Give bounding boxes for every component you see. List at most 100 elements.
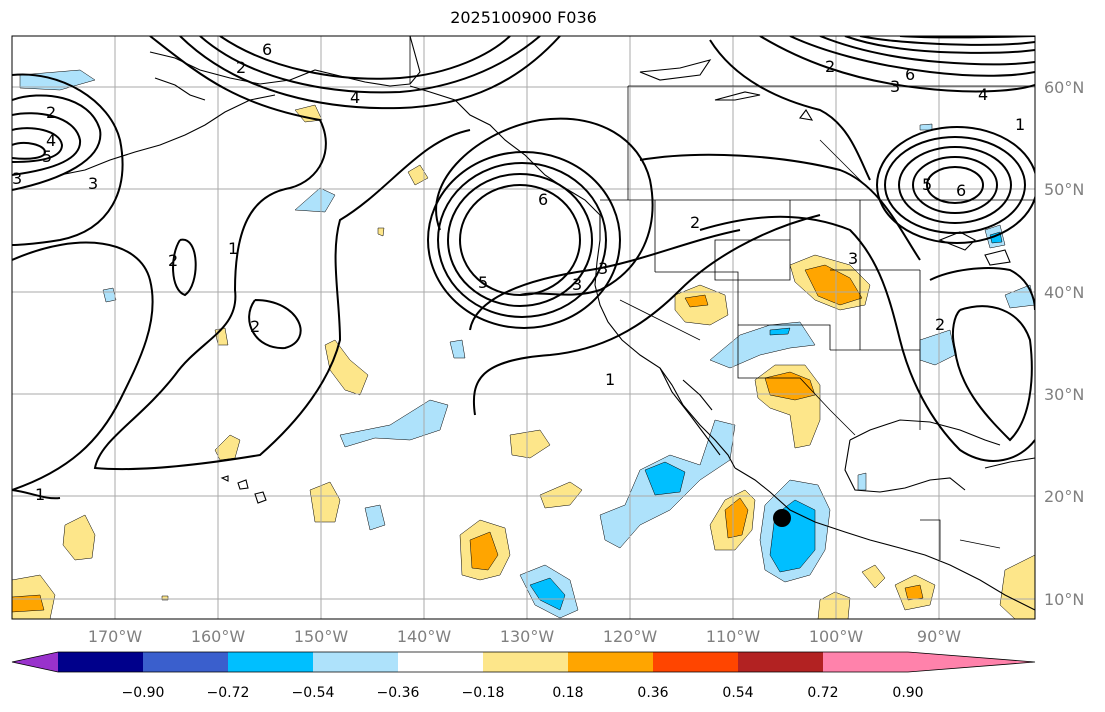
colorbar-tick-label: 0.72 xyxy=(807,685,838,701)
positive-anomaly-region xyxy=(309,481,341,523)
negative-anomaly-core xyxy=(769,327,791,336)
contour-label: 3 xyxy=(12,169,22,188)
colorbar-tick-label: −0.90 xyxy=(122,685,165,701)
lon-label: 170°W xyxy=(88,627,143,646)
negative-anomaly-region xyxy=(919,123,933,131)
negative-anomaly-region xyxy=(294,187,336,213)
contour-label: 2 xyxy=(690,213,700,232)
map-frame xyxy=(11,35,1036,620)
lon-label: 140°W xyxy=(397,627,452,646)
contour-label: 3 xyxy=(572,275,582,294)
positive-anomaly-core xyxy=(724,497,749,539)
negative-anomaly-region xyxy=(449,339,466,359)
contour-label: 1 xyxy=(1015,115,1025,134)
contour-label: 2 xyxy=(935,315,945,334)
contour-label: 3 xyxy=(598,259,608,278)
contour-label: 2 xyxy=(825,57,835,76)
contour-label: 5 xyxy=(478,273,488,292)
lat-label: 10°N xyxy=(1044,590,1084,609)
colorbar-segment xyxy=(738,652,823,672)
contour-label: 2 xyxy=(250,317,260,336)
colorbar-ticks: −0.90 −0.72 −0.54 −0.36 −0.18 0.18 0.36 … xyxy=(122,685,924,701)
contour-label: 6 xyxy=(538,190,548,209)
positive-anomaly-core xyxy=(804,264,863,306)
positive-anomaly-core xyxy=(684,294,709,308)
latitude-labels: 60°N 50°N 40°N 30°N 20°N 10°N xyxy=(1044,78,1084,609)
lat-label: 60°N xyxy=(1044,78,1084,97)
positive-anomaly-region xyxy=(62,514,96,561)
lon-label: 150°W xyxy=(294,627,349,646)
contour-label: 4 xyxy=(46,131,56,150)
positive-anomaly-region xyxy=(214,434,241,461)
negative-anomaly-region xyxy=(339,399,449,448)
lon-label: 90°W xyxy=(917,627,961,646)
colorbar-segment xyxy=(568,652,653,672)
positive-anomaly-region xyxy=(861,564,886,589)
lon-label: 160°W xyxy=(191,627,246,646)
lat-label: 30°N xyxy=(1044,385,1084,404)
contour-label: 5 xyxy=(42,147,52,166)
contour-label: 2 xyxy=(236,58,246,77)
positive-anomaly-core xyxy=(904,584,924,601)
colorbar-extend-right xyxy=(908,652,1035,672)
contour-lines xyxy=(12,36,1035,500)
positive-anomaly-core xyxy=(12,594,45,613)
colorbar-tick-label: 0.54 xyxy=(722,685,753,701)
contour-label: 3 xyxy=(890,77,900,96)
contour-label: 4 xyxy=(350,88,360,107)
lat-label: 50°N xyxy=(1044,180,1084,199)
colorbar-tick-label: 0.90 xyxy=(892,685,923,701)
negative-anomaly-core xyxy=(644,461,686,496)
colorbar-segment xyxy=(58,652,143,672)
positive-anomaly-core xyxy=(764,371,816,401)
contour-label: 4 xyxy=(978,85,988,104)
colorbar-segment xyxy=(483,652,568,672)
positive-anomaly-region xyxy=(377,227,385,237)
graticule xyxy=(12,36,1035,619)
negative-anomaly-region xyxy=(857,472,867,491)
colorbar-segment xyxy=(823,652,908,672)
negative-anomaly-region xyxy=(364,504,386,531)
positive-anomaly-region xyxy=(294,104,323,123)
colorbar-tick-label: −0.36 xyxy=(377,685,420,701)
contour-label: 6 xyxy=(905,65,915,84)
positive-anomaly-core xyxy=(469,531,499,571)
colorbar-segment xyxy=(228,652,313,672)
colorbar-tick-label: 0.36 xyxy=(637,685,668,701)
contour-label: 2 xyxy=(46,103,56,122)
contour-label: 6 xyxy=(262,40,272,59)
lon-label: 110°W xyxy=(706,627,761,646)
positive-anomaly-region xyxy=(509,429,551,459)
negative-anomaly-region xyxy=(709,321,816,369)
negative-anomaly-region xyxy=(1004,284,1035,309)
colorbar-tick-label: −0.54 xyxy=(292,685,335,701)
colorbar-extend-left xyxy=(12,652,58,672)
colorbar-segment xyxy=(143,652,228,672)
negative-anomaly-core xyxy=(529,577,566,611)
storm-center-marker xyxy=(773,509,791,527)
colorbar-segment xyxy=(653,652,738,672)
contour-label: 2 xyxy=(168,251,178,270)
longitude-labels: 170°W 160°W 150°W 140°W 130°W 120°W 110°… xyxy=(88,627,961,646)
contour-labels: 6 2 4 2 4 3 5 3 1 2 2 1 6 5 3 3 2 1 1 2 … xyxy=(12,40,1025,504)
contour-label: 5 xyxy=(922,175,932,194)
colorbar-segment xyxy=(313,652,398,672)
positive-anomaly-region xyxy=(539,481,583,509)
colorbar-tick-label: −0.18 xyxy=(462,685,505,701)
contour-label: 3 xyxy=(88,174,98,193)
contour-label: 3 xyxy=(848,249,858,268)
contour-label: 1 xyxy=(228,239,238,258)
colorbar-tick-label: 0.18 xyxy=(552,685,583,701)
colorbar-segment xyxy=(398,652,483,672)
contour-label: 1 xyxy=(605,370,615,389)
map-title: 2025100900 F036 xyxy=(450,8,597,27)
lon-label: 130°W xyxy=(500,627,555,646)
colorbar: −0.90 −0.72 −0.54 −0.36 −0.18 0.18 0.36 … xyxy=(11,651,1036,701)
lat-label: 40°N xyxy=(1044,283,1084,302)
colorbar-tick-label: −0.72 xyxy=(207,685,250,701)
lon-label: 100°W xyxy=(809,627,864,646)
lat-label: 20°N xyxy=(1044,487,1084,506)
contour-label: 1 xyxy=(35,485,45,504)
lon-label: 120°W xyxy=(603,627,658,646)
